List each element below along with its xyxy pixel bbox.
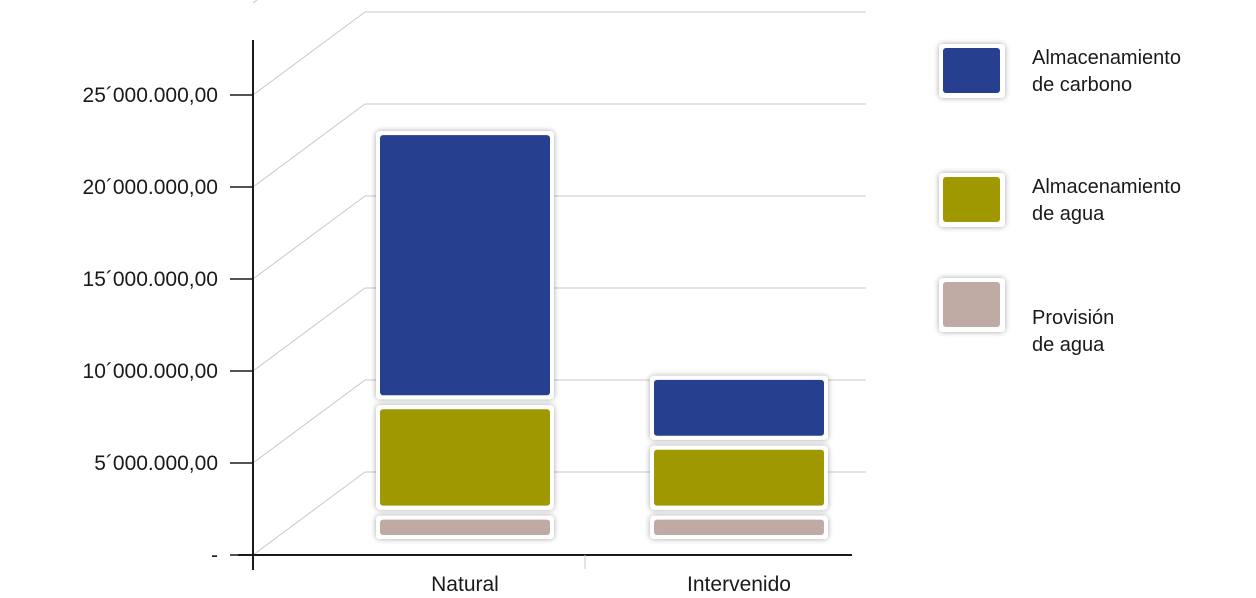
bar-segment xyxy=(654,449,824,506)
bars xyxy=(376,131,828,539)
bar-segment xyxy=(654,379,824,436)
y-tick-label: 15´000.000,00 xyxy=(83,268,218,291)
legend-label: de agua xyxy=(1032,203,1105,225)
bar-segment xyxy=(654,519,824,535)
y-tick-label: - xyxy=(211,544,218,567)
gridline-diagonal xyxy=(252,287,366,372)
legend: Almacenamiento de carbono Almacenamiento de… xyxy=(939,44,1181,356)
bar-segment xyxy=(380,135,550,396)
legend-swatch xyxy=(943,48,1000,93)
x-tick-label: Natural xyxy=(431,573,499,596)
legend-label: Almacenamiento xyxy=(1032,176,1181,198)
y-tick-label: 5´000.000,00 xyxy=(94,452,218,475)
gridline-diagonal xyxy=(252,11,366,96)
bar-segment xyxy=(380,409,550,506)
legend-label: de carbono xyxy=(1032,74,1132,96)
legend-swatch xyxy=(943,282,1000,327)
gridline-diagonal xyxy=(252,379,366,464)
y-tick-label: 10´000.000,00 xyxy=(83,360,218,383)
y-tick-label: 25´000.000,00 xyxy=(83,84,218,107)
x-tick-label: Intervenido xyxy=(687,573,791,596)
gridline-diagonal xyxy=(252,195,366,280)
bar-segment xyxy=(380,519,550,535)
legend-label: Almacenamiento xyxy=(1032,47,1181,69)
gridline-diagonal xyxy=(252,103,366,188)
legend-label: de agua xyxy=(1032,334,1105,356)
gridline-diagonal xyxy=(252,0,258,4)
y-tick-label: 20´000.000,00 xyxy=(83,176,218,199)
gridline-diagonal xyxy=(252,471,366,556)
axes: - 5´000.000,00 10´000.000,00 15´000.000,00 2… xyxy=(83,40,852,596)
legend-label: Provisión xyxy=(1032,307,1114,329)
legend-swatch xyxy=(943,177,1000,222)
